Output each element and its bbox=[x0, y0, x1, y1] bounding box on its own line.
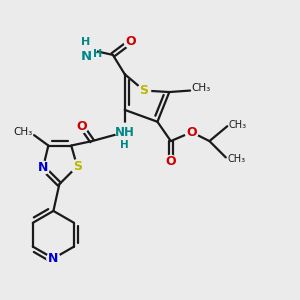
Text: H: H bbox=[120, 140, 129, 150]
Circle shape bbox=[47, 252, 60, 265]
Circle shape bbox=[70, 160, 84, 173]
Text: CH₃: CH₃ bbox=[13, 127, 33, 137]
Text: N: N bbox=[80, 50, 92, 63]
Text: CH₃: CH₃ bbox=[227, 154, 245, 164]
Text: O: O bbox=[166, 155, 176, 168]
Text: S: S bbox=[73, 160, 82, 173]
Text: O: O bbox=[186, 126, 197, 139]
Circle shape bbox=[75, 120, 88, 133]
Circle shape bbox=[124, 35, 137, 48]
Circle shape bbox=[76, 38, 97, 59]
Text: CH₃: CH₃ bbox=[192, 82, 211, 93]
Text: N: N bbox=[48, 252, 59, 265]
Circle shape bbox=[137, 84, 151, 97]
Text: H: H bbox=[93, 49, 102, 59]
Text: O: O bbox=[76, 120, 87, 133]
Text: H: H bbox=[82, 38, 91, 47]
Text: O: O bbox=[125, 35, 136, 48]
Text: S: S bbox=[140, 84, 148, 97]
Text: NH: NH bbox=[115, 126, 135, 139]
Text: N: N bbox=[38, 161, 48, 174]
Circle shape bbox=[37, 161, 50, 174]
Text: CH₃: CH₃ bbox=[229, 120, 247, 130]
Circle shape bbox=[164, 155, 177, 168]
Circle shape bbox=[116, 123, 134, 141]
Circle shape bbox=[185, 126, 198, 139]
